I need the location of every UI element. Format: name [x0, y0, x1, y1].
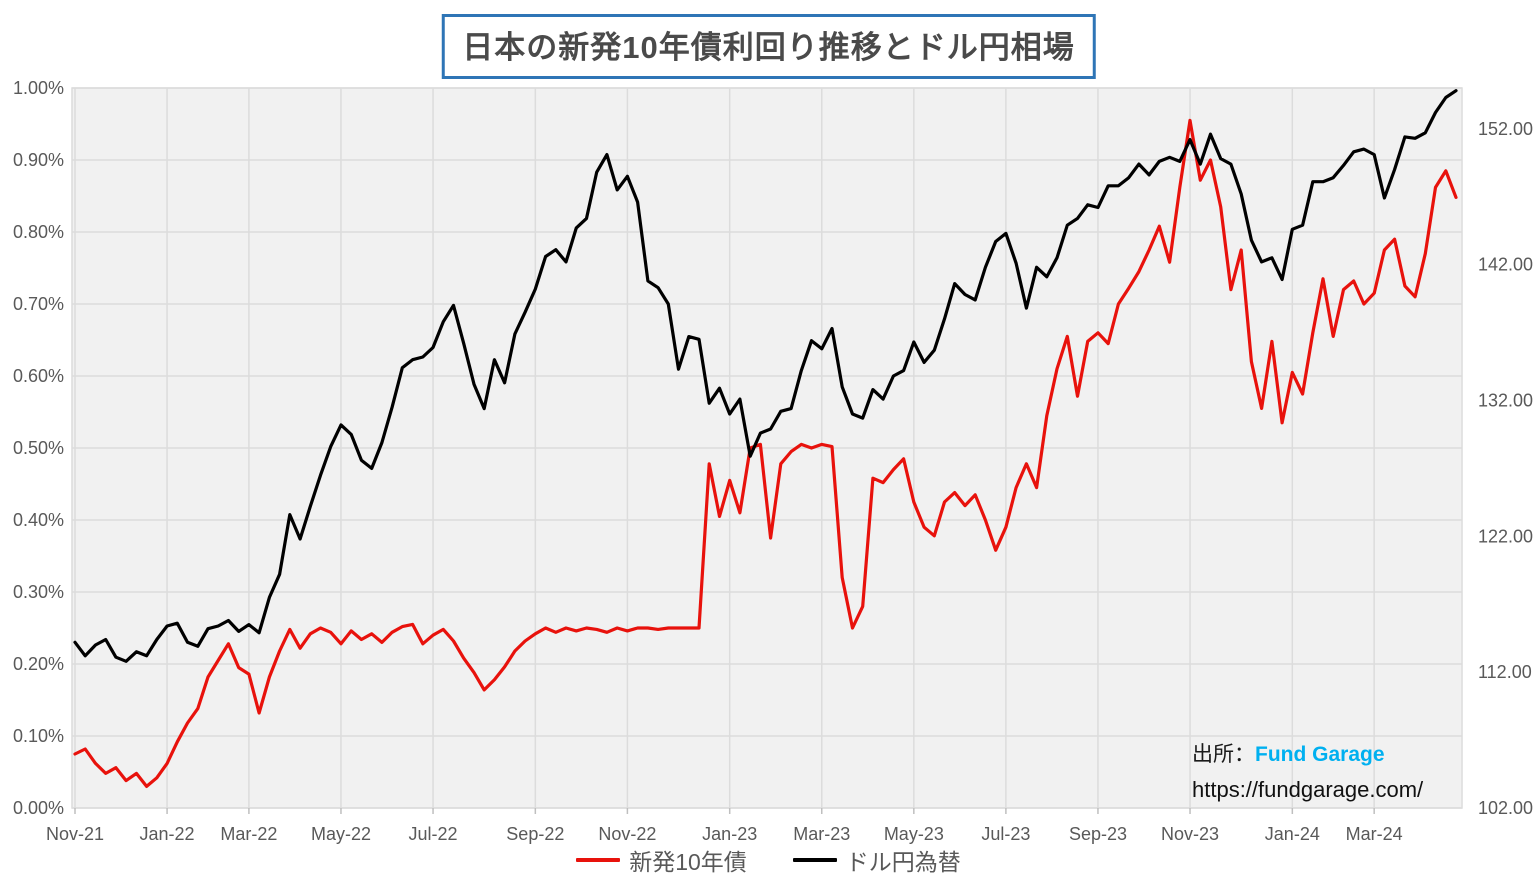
source-prefix: 出所： — [1192, 743, 1255, 766]
x-axis-tick-label: Nov-23 — [1161, 824, 1219, 844]
x-axis-tick-label: May-23 — [884, 824, 944, 844]
legend: 新発10年債 ドル円為替 — [0, 843, 1537, 877]
source-annotation: 出所：Fund Garage https://fundgarage.com/ — [1192, 738, 1492, 803]
x-axis-tick-label: Mar-23 — [793, 824, 850, 844]
legend-label-bond: 新発10年債 — [629, 849, 747, 875]
fx-line-swatch — [792, 858, 837, 862]
x-axis-tick-label: Jan-22 — [140, 824, 195, 844]
left-axis-tick-label: 0.40% — [13, 510, 64, 530]
x-axis-tick-label: Jul-22 — [409, 824, 458, 844]
left-axis-tick-label: 0.10% — [13, 726, 64, 746]
x-axis-tick-label: Jul-23 — [981, 824, 1030, 844]
right-axis-tick-label: 152.00 — [1478, 119, 1533, 139]
left-axis-tick-label: 0.20% — [13, 654, 64, 674]
legend-label-fx: ドル円為替 — [845, 849, 961, 875]
x-axis-tick-label: Sep-23 — [1069, 824, 1127, 844]
source-brand: Fund Garage — [1255, 743, 1385, 766]
x-axis-tick-label: Nov-22 — [598, 824, 656, 844]
right-axis-tick-label: 132.00 — [1478, 390, 1533, 410]
left-axis-tick-label: 0.70% — [13, 294, 64, 314]
x-axis-tick-label: Nov-21 — [46, 824, 104, 844]
legend-item-fx: ドル円為替 — [792, 843, 961, 877]
bond-line-swatch — [576, 858, 621, 862]
right-axis-tick-label: 142.00 — [1478, 255, 1533, 275]
left-axis-tick-label: 0.30% — [13, 582, 64, 602]
left-axis-tick-label: 0.00% — [13, 798, 64, 818]
x-axis-tick-label: Jan-23 — [702, 824, 757, 844]
source-url: https://fundgarage.com/ — [1192, 777, 1424, 802]
x-axis-tick-label: Jan-24 — [1265, 824, 1320, 844]
left-axis-tick-label: 0.60% — [13, 366, 64, 386]
left-axis-tick-label: 0.80% — [13, 222, 64, 242]
legend-item-bond: 新発10年債 — [576, 843, 747, 877]
usdjpy-line — [73, 89, 1458, 663]
left-axis-tick-label: 1.00% — [13, 78, 64, 98]
chart-title: 日本の新発10年債利回り推移とドル円相場 — [441, 14, 1096, 79]
left-axis-tick-label: 0.50% — [13, 438, 64, 458]
right-axis-tick-label: 122.00 — [1478, 526, 1533, 546]
x-axis-tick-label: Mar-24 — [1346, 824, 1403, 844]
bond-yield-line — [73, 118, 1458, 789]
left-axis-tick-label: 0.90% — [13, 150, 64, 170]
x-axis-tick-label: Sep-22 — [506, 824, 564, 844]
x-axis-tick-label: Mar-22 — [220, 824, 277, 844]
right-axis-tick-label: 102.00 — [1478, 798, 1533, 818]
x-axis-tick-label: May-22 — [311, 824, 371, 844]
right-axis-tick-label: 112.00 — [1478, 662, 1532, 682]
source-line: 出所：Fund Garage — [1192, 738, 1492, 768]
